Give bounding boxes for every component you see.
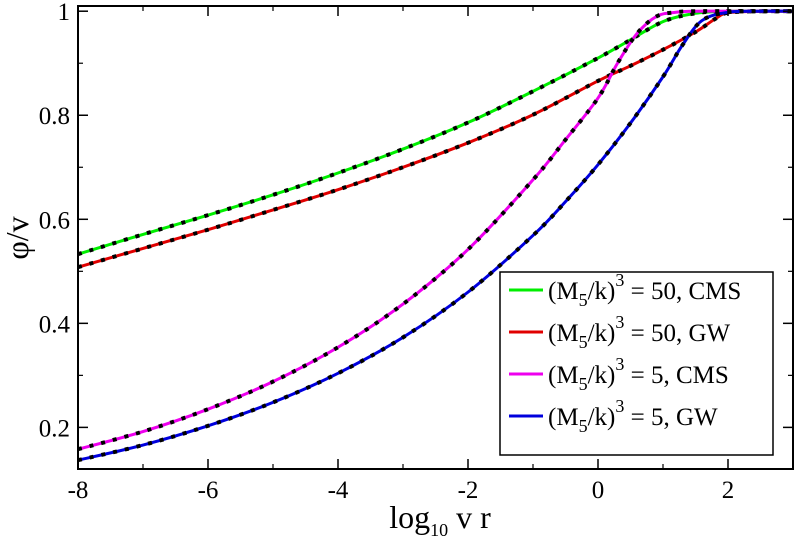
legend-label-prefix: (M [548,362,579,389]
y-tick-label: 0.8 [39,103,70,130]
y-tick-label: 0.2 [39,415,70,442]
x-tick-label: 0 [592,477,605,504]
legend-label-sub: 5 [579,290,588,310]
x-tick-label: 2 [722,477,735,504]
y-tick-label: 1 [58,0,71,26]
legend-label-tail: = 50, CMS [624,278,741,305]
series-line-1 [78,9,793,256]
legend-label-tail: = 5, GW [624,404,718,431]
legend-label-sub: 5 [579,374,588,394]
series-layer [78,9,793,463]
series-dotted-overlay-4 [78,9,793,463]
series-dotted-overlay-3 [78,9,793,452]
legend-label-sup: 3 [615,270,624,290]
y-axis-label: φ/v [0,216,35,259]
legend-label-sup: 3 [615,396,624,416]
legend-label-prefix: (M [548,320,579,347]
legend-label-1: (M5/k)3 = 50, CMS [548,270,741,310]
legend-label-3: (M5/k)3 = 5, CMS [548,354,729,394]
legend-label-prefix: (M [548,278,579,305]
legend-label-sub: 5 [579,332,588,352]
legend-label-mid: /k) [588,278,616,305]
legend-label-4: (M5/k)3 = 5, GW [548,396,718,436]
ticks-layer: -8 -6 -4 -2 0 2 0.2 0.4 0.6 0.8 1 [39,0,793,504]
legend-label-sub: 5 [579,416,588,436]
x-tick-label: -4 [328,477,349,504]
legend-label-mid: /k) [588,404,616,431]
x-axis-label: log10 v r [389,499,491,539]
legend-box [499,271,774,456]
x-tick-label: -2 [458,477,479,504]
legend-label-mid: /k) [588,320,616,347]
legend-label-mid: /k) [588,362,616,389]
x-axis-label-sub: 10 [430,520,448,539]
y-tick-label: 0.4 [39,311,71,338]
series-dotted-overlay-1 [78,9,793,257]
x-tick-label: -8 [68,477,89,504]
x-axis-label-main: log [389,499,430,535]
legend-label-sup: 3 [615,354,624,374]
x-tick-label: -6 [198,477,219,504]
plot-frame [77,5,794,470]
legend-label-tail: = 50, GW [624,320,730,347]
y-tick-label: 0.6 [39,207,70,234]
legend-label-sup: 3 [615,312,624,332]
legend-label-prefix: (M [548,404,579,431]
legend-label-2: (M5/k)3 = 50, GW [548,312,730,352]
series-dotted-overlay-2 [78,9,793,270]
legend: (M5/k)3 = 50, CMS(M5/k)3 = 50, GW(M5/k)3… [499,270,774,456]
legend-label-tail: = 5, CMS [624,362,728,389]
series-line-2 [78,9,793,269]
x-axis-label-tail: v r [448,499,491,535]
